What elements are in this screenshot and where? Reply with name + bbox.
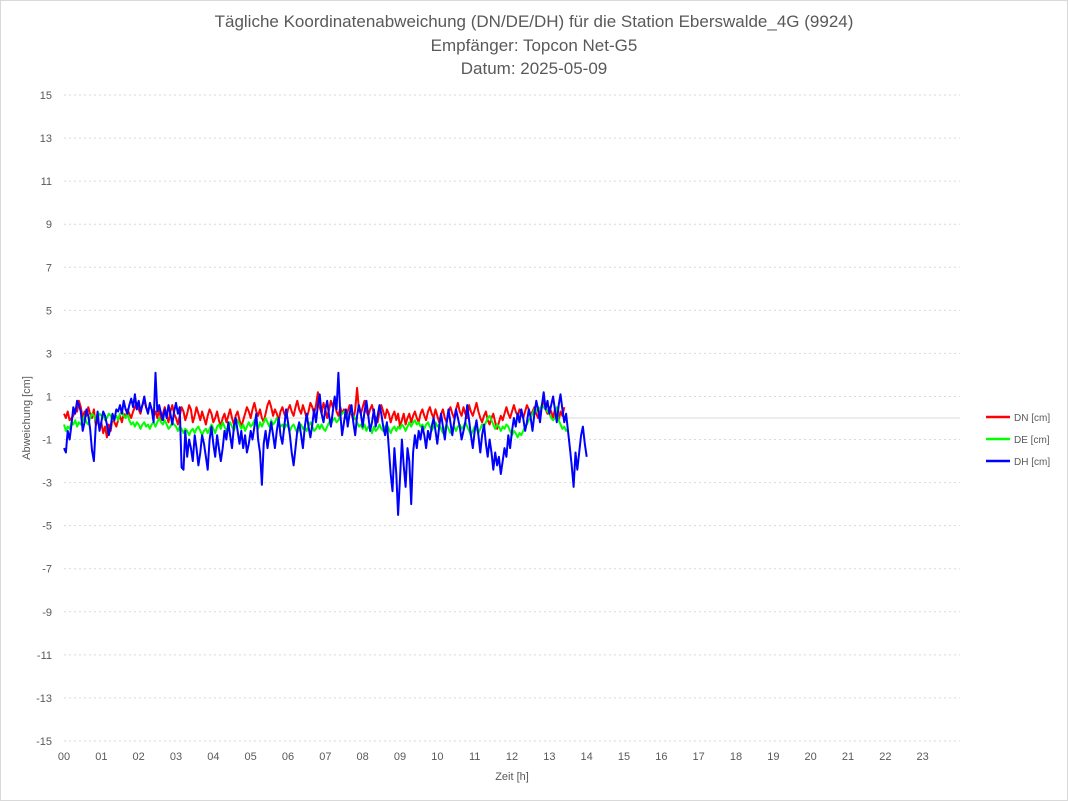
y-tick-label: -15 <box>36 736 52 748</box>
x-tick-label: 13 <box>543 751 555 763</box>
y-tick-label: -9 <box>42 607 52 619</box>
x-tick-label: 14 <box>581 751 593 763</box>
y-tick-label: -1 <box>42 435 52 447</box>
y-axis-label: Abweichung [cm] <box>21 376 33 460</box>
series-line-dh <box>63 371 588 516</box>
series-lines <box>63 371 588 516</box>
x-tick-label: 23 <box>917 751 929 763</box>
chart-subtitle-receiver: Empfänger: Topcon Net-G5 <box>430 36 638 55</box>
legend-label: DH [cm] <box>1014 457 1050 468</box>
x-tick-label: 07 <box>319 751 331 763</box>
x-axis-label: Zeit [h] <box>495 771 529 783</box>
y-tick-label: 15 <box>40 90 52 102</box>
y-tick-label: 3 <box>46 348 52 360</box>
chart-subtitle-date: Datum: 2025-05-09 <box>460 59 608 78</box>
y-tick-label: 11 <box>41 176 52 188</box>
legend-label: DN [cm] <box>1014 413 1050 424</box>
x-tick-label: 12 <box>506 751 518 763</box>
x-tick-label: 04 <box>207 751 219 763</box>
x-tick-label: 18 <box>730 751 742 763</box>
x-tick-label: 20 <box>805 751 817 763</box>
y-tick-label: 13 <box>40 133 52 145</box>
y-tick-label: -3 <box>42 478 52 490</box>
x-tick-labels: 00 01 02 03 04 05 06 07 08 09 10 11 12 13 14 15 16 17 18 19… <box>58 751 929 763</box>
x-tick-label: 19 <box>767 751 779 763</box>
x-tick-label: 08 <box>357 751 369 763</box>
x-tick-label: 21 <box>842 751 854 763</box>
y-tick-label: 1 <box>46 391 52 403</box>
y-tick-label: -13 <box>36 693 52 705</box>
x-tick-label: 03 <box>170 751 182 763</box>
x-tick-label: 00 <box>58 751 70 763</box>
x-tick-label: 22 <box>879 751 891 763</box>
y-tick-label: 9 <box>46 219 52 231</box>
y-tick-label: 5 <box>46 305 52 317</box>
x-tick-label: 17 <box>693 751 705 763</box>
y-tick-labels: 15 13 11 9 7 5 3 1 -1 -3 -5 -7 -9 -11 -13 -15 <box>36 90 52 748</box>
x-tick-label: 10 <box>431 751 443 763</box>
x-tick-label: 02 <box>133 751 145 763</box>
x-tick-label: 09 <box>394 751 406 763</box>
y-tick-label: -5 <box>42 521 52 533</box>
y-tick-label: -11 <box>37 650 52 662</box>
chart-title: Tägliche Koordinatenabweichung (DN/DE/DH… <box>214 12 854 31</box>
y-tick-label: 7 <box>46 262 52 274</box>
x-tick-label: 06 <box>282 751 294 763</box>
grid-lines <box>64 94 960 742</box>
y-tick-label: -7 <box>42 564 52 576</box>
legend-label: DE [cm] <box>1014 435 1050 446</box>
x-tick-label: 15 <box>618 751 630 763</box>
legend: DN [cm] DE [cm] DH [cm] <box>986 413 1050 468</box>
x-tick-label: 11 <box>469 751 480 763</box>
x-tick-label: 16 <box>655 751 667 763</box>
x-tick-label: 01 <box>95 751 107 763</box>
x-tick-label: 05 <box>245 751 257 763</box>
